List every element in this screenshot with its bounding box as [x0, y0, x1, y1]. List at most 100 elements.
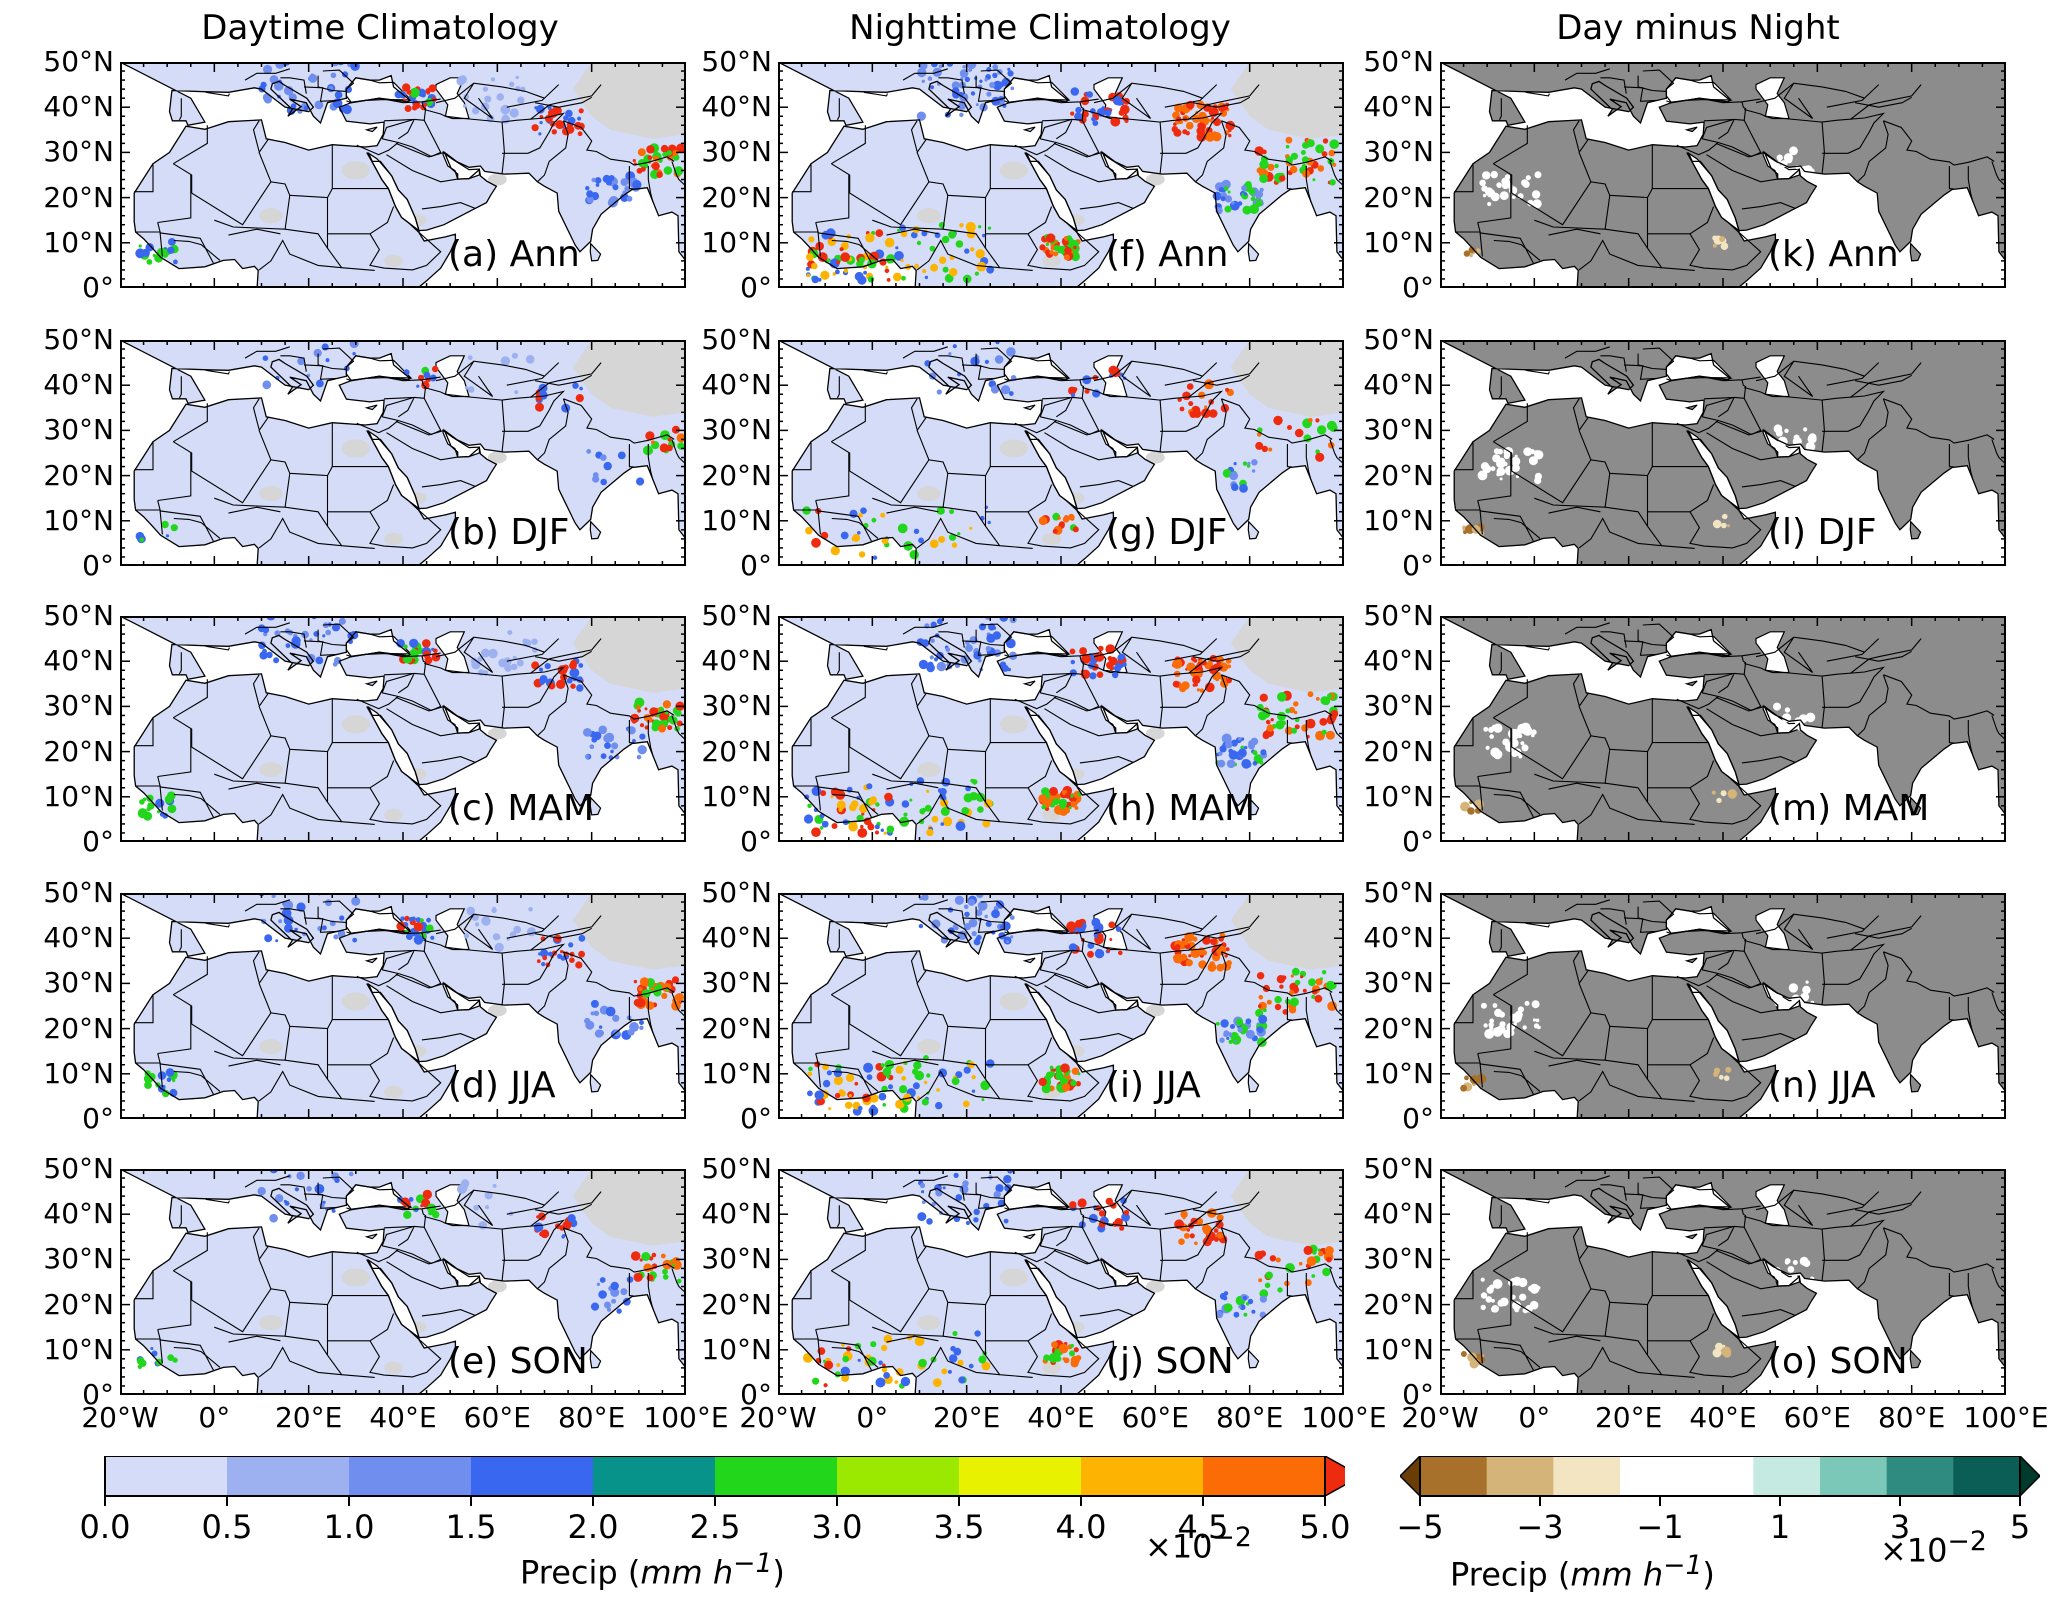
precip-speckle: [1183, 940, 1189, 946]
no-data-patch: [1042, 532, 1061, 545]
precip-speckle: [975, 103, 979, 107]
country-border: [1967, 1273, 1974, 1310]
precip-speckle: [1070, 240, 1079, 249]
precip-speckle: [511, 352, 518, 359]
precip-speckle: [645, 431, 655, 441]
precip-speckle: [838, 808, 843, 812]
precip-speckle: [978, 225, 982, 229]
country-border: [1454, 994, 1474, 1024]
country-border: [1044, 1261, 1116, 1290]
no-data-patch: [1145, 1280, 1165, 1293]
precip-speckle: [1218, 187, 1224, 193]
precip-speckle: [987, 520, 991, 525]
precip-speckle: [1525, 1304, 1533, 1313]
colorbar-segment: [1620, 1456, 1688, 1496]
precip-speckle: [1174, 944, 1181, 950]
precip-speckle: [1303, 1245, 1313, 1255]
precip-speckle: [1802, 1259, 1811, 1267]
precip-speckle: [948, 352, 952, 356]
precip-speckle: [639, 977, 650, 987]
country-border: [815, 1006, 850, 1055]
precip-speckle: [1172, 680, 1180, 688]
coastline: [1440, 340, 2006, 566]
precip-speckle: [841, 1373, 850, 1382]
country-border: [1578, 1346, 1662, 1378]
lon-tick-label: 80°E: [1877, 1401, 1946, 1434]
precip-speckle: [1254, 1250, 1264, 1260]
precip-speckle: [836, 260, 841, 265]
cyprus: [1684, 126, 1698, 133]
precip-speckle: [840, 531, 849, 540]
precip-speckle: [1321, 970, 1327, 975]
country-border: [975, 906, 1005, 923]
precip-speckle: [1063, 254, 1070, 261]
country-border: [872, 473, 949, 508]
precip-speckle: [914, 263, 919, 269]
precip-speckle: [484, 95, 492, 103]
colorbar-tick-label: 5.0: [1299, 1508, 1351, 1546]
precip-speckle: [893, 272, 902, 282]
country-border: [1642, 900, 1675, 921]
lat-tick-label: 0°: [1402, 1378, 1434, 1411]
precip-speckle: [636, 705, 641, 710]
precip-speckle: [1720, 790, 1727, 797]
precip-speckle: [1204, 405, 1208, 409]
coastline: [120, 62, 686, 288]
precip-speckle: [509, 81, 515, 87]
precip-speckle: [632, 180, 642, 190]
precip-speckle: [1110, 367, 1121, 378]
country-border: [1744, 386, 1825, 452]
precip-speckle: [1464, 1075, 1469, 1081]
country-border: [1525, 91, 1550, 97]
precip-speckle: [842, 1355, 849, 1363]
country-border: [1600, 1184, 1627, 1201]
country-border: [1783, 913, 1865, 950]
precip-speckle: [416, 384, 420, 388]
country-border: [980, 900, 1013, 921]
precip-speckle: [1722, 523, 1727, 528]
country-border: [1498, 652, 1502, 675]
country-border: [395, 142, 445, 158]
precip-speckle: [986, 633, 996, 643]
country-border: [280, 631, 307, 648]
precip-speckle: [1501, 177, 1509, 185]
country-border: [1286, 720, 1293, 744]
precip-speckle: [917, 67, 927, 78]
precip-speckle: [1492, 1279, 1503, 1289]
precip-speckle: [575, 961, 583, 969]
precip-speckle: [1775, 720, 1784, 728]
no-data-patch: [487, 173, 507, 186]
country-border: [1160, 943, 1224, 985]
country-border: [628, 444, 635, 468]
lat-tick-label: 50°N: [701, 323, 772, 356]
precip-speckle: [297, 357, 305, 366]
country-border: [397, 120, 415, 140]
no-data-region: [572, 616, 686, 693]
precip-speckle: [1222, 468, 1232, 478]
precip-speckle: [984, 359, 989, 364]
precip-speckle: [894, 251, 904, 261]
country-border: [910, 1227, 918, 1259]
country-border: [1455, 1329, 1481, 1340]
country-border: [1717, 951, 1735, 971]
colorbar-precip-title: Precip (mm h−1): [520, 1548, 785, 1592]
country-border: [961, 1193, 996, 1209]
sri-lanka: [1909, 1073, 1922, 1093]
precip-speckle: [423, 371, 431, 379]
precip-speckle: [411, 105, 418, 111]
precip-speckle: [1317, 165, 1325, 172]
precip-speckle: [1518, 754, 1523, 759]
precip-speckle: [821, 820, 829, 828]
precip-speckle: [666, 150, 672, 156]
precip-speckle: [955, 821, 966, 831]
precip-speckle: [535, 402, 544, 412]
lat-tick-label: 20°N: [701, 1011, 772, 1045]
precip-speckle: [1789, 146, 1798, 156]
country-border: [792, 994, 812, 1024]
precip-speckle: [464, 386, 469, 390]
precip-speckle: [1257, 1026, 1264, 1034]
precip-speckle: [400, 916, 405, 921]
precip-speckle: [977, 806, 984, 813]
country-border: [1079, 932, 1085, 952]
precip-speckle: [1192, 936, 1198, 942]
